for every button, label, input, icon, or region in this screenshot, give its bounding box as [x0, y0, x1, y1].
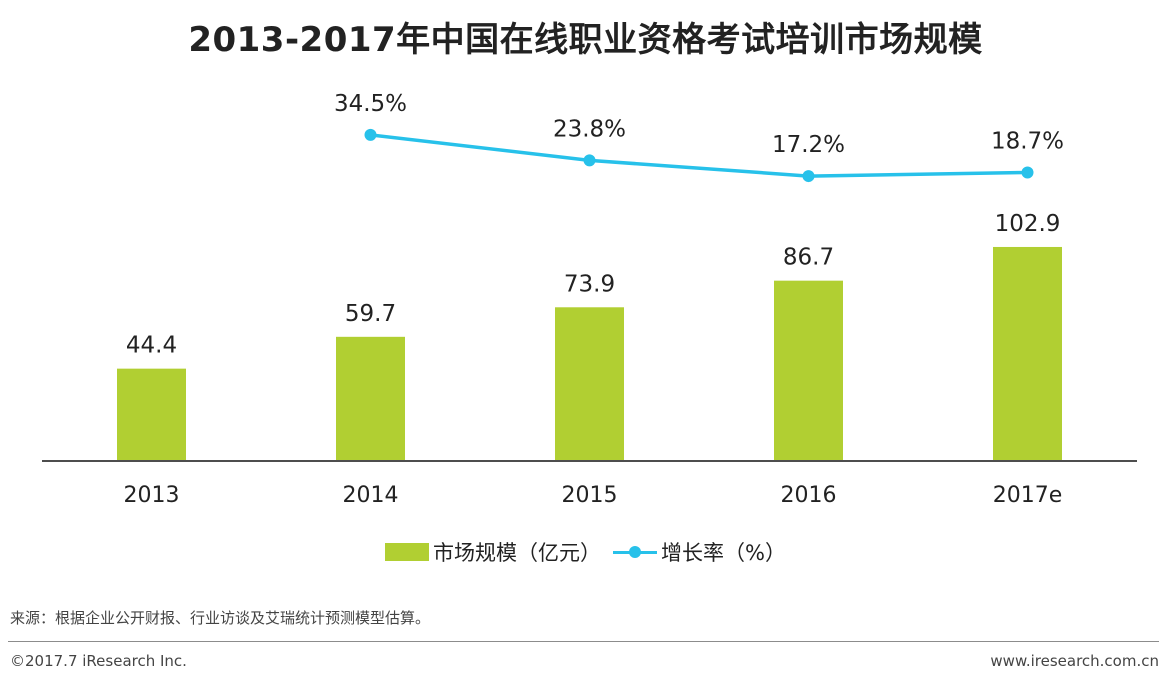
x-tick-label: 2014: [343, 483, 399, 508]
chart-title: 2013-2017年中国在线职业资格考试培训市场规模: [188, 20, 983, 60]
growth-rate-line: [370, 133, 1028, 178]
legend-label-growth-rate: 增长率（%）: [661, 541, 786, 565]
growth-rate-label: 17.2%: [772, 132, 845, 158]
x-tick-label: 2017e: [993, 483, 1063, 508]
legend-label-market-size: 市场规模（亿元）: [433, 541, 602, 565]
bar-value-label: 102.9: [995, 211, 1061, 237]
bar-value-label: 44.4: [126, 333, 177, 359]
bar-value-label: 86.7: [783, 245, 834, 271]
footer-divider: [8, 641, 1159, 642]
legend-item-growth-rate: 增长率（%）: [613, 537, 786, 567]
legend-line-swatch: [613, 543, 658, 561]
growth-rate-point: [364, 128, 377, 141]
bar-2016: [774, 280, 843, 461]
bar-2013: [117, 368, 186, 461]
growth-rate-point: [802, 170, 815, 183]
source-note: 来源：根据企业公开财报、行业访谈及艾瑞统计预测模型估算。: [10, 609, 431, 627]
growth-rate-point: [583, 154, 596, 167]
growth-rate-label: 18.7%: [991, 128, 1064, 154]
bar-2015: [555, 307, 624, 461]
x-tick-label: 2015: [562, 483, 618, 508]
legend-item-market-size: 市场规模（亿元）: [385, 537, 601, 567]
x-tick-label: 2016: [781, 483, 837, 508]
website-link[interactable]: www.iresearch.com.cn: [990, 652, 1159, 670]
growth-rate-point: [1021, 166, 1034, 179]
growth-rate-label: 23.8%: [553, 116, 626, 142]
legend-bar-swatch: [385, 543, 430, 561]
growth-rate-label: 34.5%: [334, 91, 407, 117]
chart-plot: 44.4 59.7 73.9 86.7 102.9 2013 2014 2015 2016 201…: [42, 91, 1137, 508]
chart-legend: 市场规模（亿元） 增长率（%）: [0, 537, 1171, 567]
x-tick-label: 2013: [124, 483, 180, 508]
copyright-text: ©2017.7 iResearch Inc.: [10, 652, 187, 670]
bar-2017e: [993, 246, 1062, 461]
bar-value-label: 73.9: [564, 271, 615, 297]
bar-value-label: 59.7: [345, 301, 396, 327]
bar-2014: [336, 336, 405, 461]
